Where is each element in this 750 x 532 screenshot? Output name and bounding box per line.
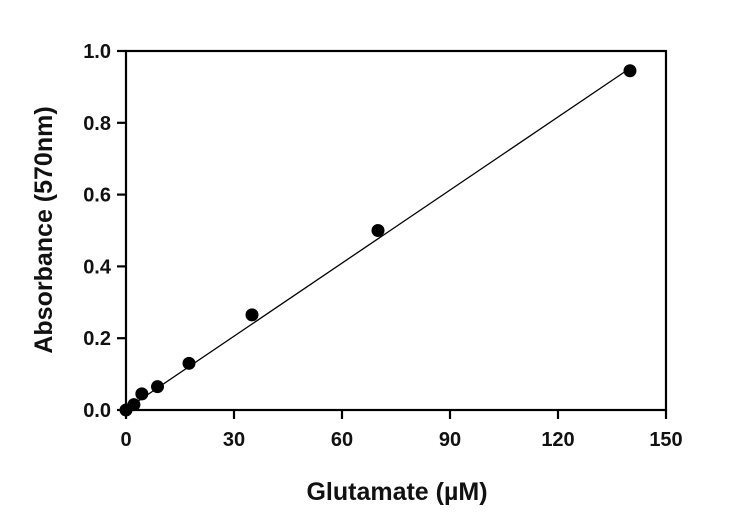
y-tick-label: 0.6 <box>83 185 111 207</box>
tick-labels: 0 30 60 90 120 150 0.0 0.2 0.4 0.6 0.8 1.0 <box>83 41 683 451</box>
y-tick-label: 0.0 <box>83 400 111 422</box>
x-tick-label: 90 <box>439 429 461 451</box>
data-point-1 <box>127 398 141 412</box>
y-axis-title: Absorbance (570nm) <box>30 106 58 353</box>
x-tick-label: 150 <box>649 429 682 451</box>
data-point-7 <box>623 64 637 78</box>
x-axis-title: Glutamate (µM) <box>306 478 487 506</box>
x-tick-label: 60 <box>331 429 353 451</box>
data-point-5 <box>245 308 259 322</box>
data-point-6 <box>371 224 385 237</box>
y-tick-label: 0.2 <box>83 328 111 350</box>
data-point-2 <box>135 387 149 401</box>
x-tick-label: 30 <box>223 429 245 451</box>
x-tick-label: 120 <box>541 429 574 451</box>
plot-frame <box>124 49 668 412</box>
x-tick-label: 0 <box>120 429 131 451</box>
y-tick-label: 0.4 <box>83 256 112 278</box>
y-tick-label: 0.8 <box>83 113 111 135</box>
data-point-4 <box>182 356 196 370</box>
fit-line-layer <box>125 67 631 410</box>
axes <box>117 49 668 419</box>
y-tick-label: 1.0 <box>83 41 111 63</box>
fit-line <box>125 67 631 410</box>
data-point-3 <box>151 380 164 394</box>
data-points <box>119 64 637 417</box>
